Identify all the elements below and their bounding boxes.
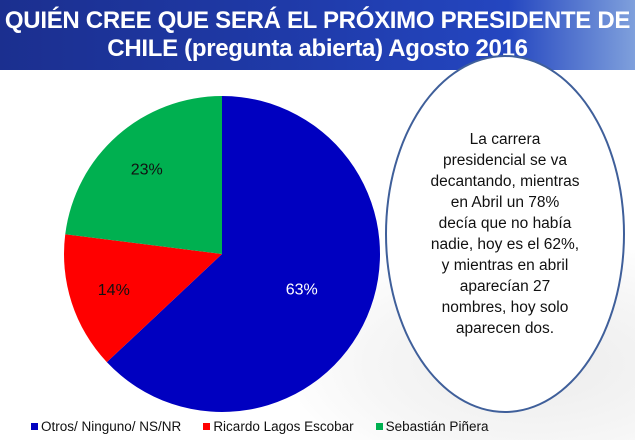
legend-label: Ricardo Lagos Escobar — [213, 419, 354, 434]
data-label: 23% — [131, 162, 163, 179]
legend-item-lagos: Ricardo Lagos Escobar — [203, 419, 354, 434]
note-text: La carrera presidencial se va decantando… — [430, 131, 580, 337]
legend-item-otros: Otros/ Ninguno/ NS/NR — [31, 419, 181, 434]
legend-swatch — [31, 423, 38, 430]
legend-item-pinera: Sebastián Piñera — [375, 419, 489, 434]
slice-pinera — [65, 96, 222, 254]
note-bubble: La carrera presidencial se va decantando… — [385, 55, 625, 413]
legend: Otros/ Ninguno/ NS/NR Ricardo Lagos Esco… — [31, 419, 488, 434]
legend-swatch — [203, 423, 211, 430]
legend-swatch — [375, 423, 383, 430]
data-label: 14% — [98, 282, 130, 299]
title-line-2: CHILE (pregunta abierta) Agosto 2016 — [107, 35, 528, 62]
legend-label: Otros/ Ninguno/ NS/NR — [41, 419, 182, 434]
legend-label: Sebastián Piñera — [385, 419, 489, 434]
slice-lagos — [63, 234, 222, 363]
data-label: 63% — [286, 282, 318, 299]
title-banner: QUIÉN CREE QUE SERÁ EL PRÓXIMO PRESIDENT… — [0, 0, 635, 70]
slice-otros — [106, 96, 380, 412]
title-line-1: QUIÉN CREE QUE SERÁ EL PRÓXIMO PRESIDENT… — [4, 7, 631, 34]
